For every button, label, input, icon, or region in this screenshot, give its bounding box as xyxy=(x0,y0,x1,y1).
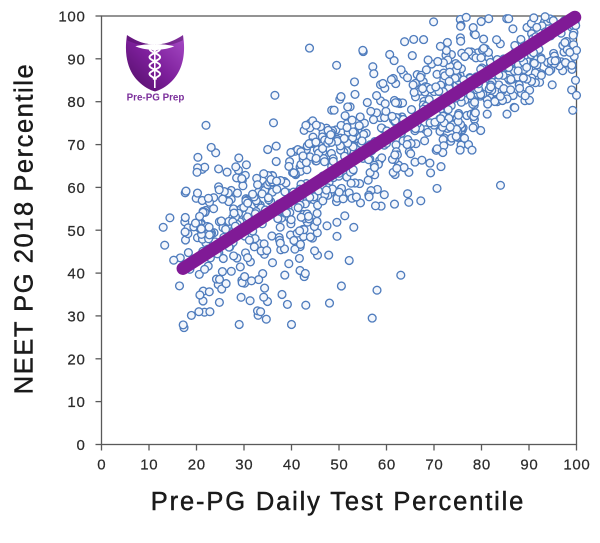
svg-text:30: 30 xyxy=(67,308,85,325)
svg-text:100: 100 xyxy=(563,457,590,474)
svg-text:10: 10 xyxy=(140,457,158,474)
svg-text:40: 40 xyxy=(283,457,301,474)
svg-text:Pre-PG Prep: Pre-PG Prep xyxy=(127,93,185,104)
svg-text:80: 80 xyxy=(67,94,85,111)
svg-text:0: 0 xyxy=(97,457,106,474)
svg-text:Pre-PG Daily Test Percentile: Pre-PG Daily Test Percentile xyxy=(151,488,525,516)
svg-text:30: 30 xyxy=(235,457,253,474)
svg-text:0: 0 xyxy=(76,437,85,454)
svg-text:90: 90 xyxy=(520,457,538,474)
svg-text:60: 60 xyxy=(378,457,396,474)
svg-text:50: 50 xyxy=(67,223,85,240)
svg-text:NEET PG 2018 Percentile: NEET PG 2018 Percentile xyxy=(11,63,39,394)
svg-text:40: 40 xyxy=(67,266,85,283)
svg-text:20: 20 xyxy=(67,351,85,368)
svg-text:10: 10 xyxy=(67,394,85,411)
svg-text:90: 90 xyxy=(67,51,85,68)
svg-text:50: 50 xyxy=(330,457,348,474)
svg-text:70: 70 xyxy=(67,137,85,154)
svg-text:20: 20 xyxy=(188,457,206,474)
svg-text:70: 70 xyxy=(425,457,443,474)
svg-text:100: 100 xyxy=(58,9,85,26)
svg-text:80: 80 xyxy=(473,457,491,474)
svg-text:60: 60 xyxy=(67,180,85,197)
